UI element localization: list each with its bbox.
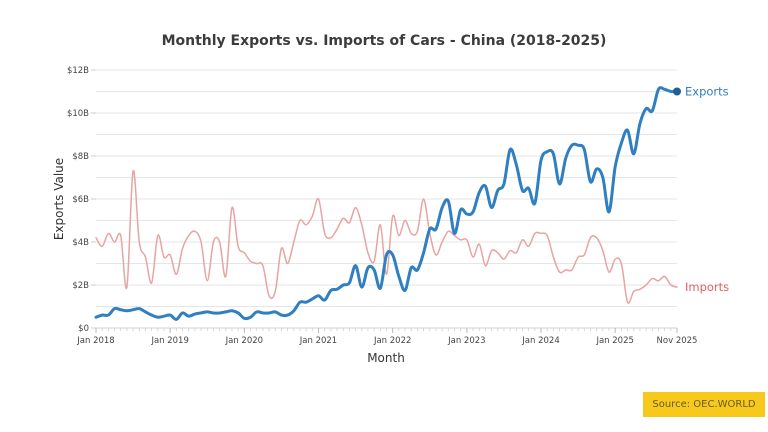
source-badge: Source: OEC.WORLD (643, 392, 765, 417)
series-label-imports: Imports (685, 280, 729, 294)
x-tick-label: Jan 2023 (447, 336, 485, 346)
y-tick-label: $4B (72, 238, 89, 248)
axes: $0 $2B $4B $6B $8B $10B $12B Jan 2018 Jan 2019 Ja… (67, 66, 698, 346)
y-tick-label: $12B (67, 66, 89, 76)
gridlines (96, 69, 677, 307)
x-tick-label: Jan 2025 (595, 336, 633, 346)
x-axis-title: Month (367, 351, 405, 365)
y-tick-label: $8B (72, 152, 89, 162)
series-lines: Imports Exports (94, 85, 729, 321)
x-tick-label: Jan 2022 (373, 336, 411, 346)
x-tick-label: Nov 2025 (657, 336, 698, 346)
x-tick-label: Jan 2020 (225, 336, 263, 346)
y-tick-label: $2B (72, 281, 89, 291)
series-line-exports (94, 86, 679, 321)
chart-title: Monthly Exports vs. Imports of Cars - Ch… (161, 33, 607, 49)
series-label-exports: Exports (685, 85, 729, 99)
x-tick-label: Jan 2021 (299, 336, 337, 346)
series-end-marker-exports (673, 87, 681, 96)
y-tick-label: $6B (72, 195, 89, 205)
y-tick-label: $10B (67, 109, 89, 119)
y-tick-label: $0 (78, 324, 89, 334)
y-axis-title: Exports Value (52, 158, 66, 240)
source-label: Source: OEC.WORLD (652, 399, 756, 410)
x-tick-label: Jan 2024 (521, 336, 559, 346)
x-tick-label: Jan 2019 (150, 336, 188, 346)
x-tick-label: Jan 2018 (76, 336, 114, 346)
